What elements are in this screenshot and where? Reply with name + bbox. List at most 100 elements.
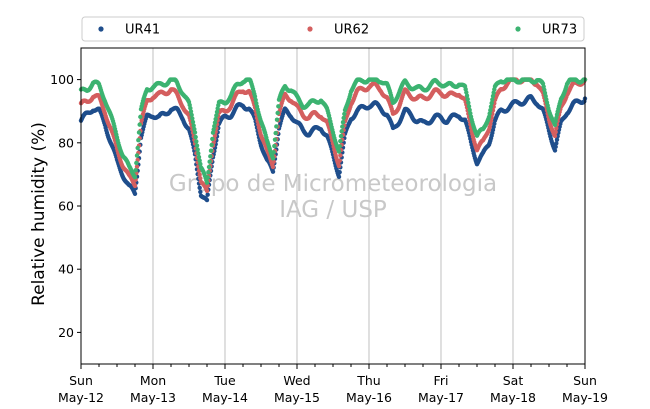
- x-tick-day-7: Sun: [573, 373, 597, 388]
- interp-point: [554, 141, 559, 146]
- data-point: [132, 191, 138, 196]
- interp-point: [134, 153, 140, 158]
- interp-point: [464, 93, 470, 98]
- interp-point: [192, 126, 197, 132]
- data-point: [336, 163, 342, 169]
- y-axis: 20 40 60 80 100: [50, 72, 81, 340]
- interp-point: [337, 169, 342, 175]
- interp-point: [342, 111, 347, 117]
- interp-point: [214, 109, 220, 115]
- data-point: [204, 197, 210, 203]
- interp-point: [341, 115, 346, 121]
- data-point: [204, 188, 210, 194]
- interp-point: [466, 104, 472, 109]
- y-tick-label-80: 80: [58, 135, 74, 150]
- interp-point: [136, 130, 142, 135]
- y-tick-label-20: 20: [58, 325, 74, 340]
- interp-point: [490, 93, 496, 99]
- interp-point: [191, 123, 196, 128]
- interp-point: [271, 159, 276, 165]
- data-point: [270, 164, 276, 170]
- interp-point: [193, 134, 198, 140]
- interp-point: [195, 147, 200, 152]
- interp-point: [213, 116, 218, 122]
- interp-point: [274, 124, 279, 129]
- interp-point: [138, 114, 143, 120]
- interp-point: [190, 116, 195, 121]
- interp-point: [337, 144, 342, 149]
- data-point: [204, 180, 210, 185]
- x-tick-day-1: Mon: [140, 373, 166, 388]
- x-tick-day-0: Sun: [69, 373, 93, 388]
- interp-point: [337, 158, 342, 163]
- data-point: [132, 175, 138, 180]
- interp-point: [198, 161, 203, 167]
- legend-label-UR73: UR73: [542, 23, 577, 38]
- data-point: [486, 114, 492, 120]
- x-tick-date-1: May-13: [130, 390, 176, 405]
- interp-point: [338, 153, 343, 158]
- interp-point: [208, 148, 214, 153]
- interp-point: [553, 129, 558, 135]
- interp-point: [194, 143, 200, 148]
- data-point: [270, 169, 276, 174]
- interp-point: [553, 119, 558, 124]
- data-point: [336, 174, 342, 180]
- interp-point: [136, 138, 141, 143]
- x-tick-date-7: May-19: [562, 390, 608, 405]
- watermark-line-2: IAG / USP: [279, 197, 387, 223]
- interp-point: [212, 120, 218, 125]
- interp-point: [340, 124, 345, 129]
- data-point: [552, 133, 558, 139]
- interp-point: [135, 145, 140, 151]
- interp-point: [197, 172, 202, 177]
- interp-point: [214, 113, 219, 118]
- interp-point: [212, 123, 217, 129]
- interp-point: [467, 107, 472, 113]
- interp-point: [134, 160, 139, 166]
- data-point: [552, 122, 558, 128]
- data-point: [132, 183, 138, 189]
- x-tick-date-6: May-18: [490, 390, 536, 405]
- interp-point: [338, 138, 343, 144]
- interp-point: [490, 97, 495, 102]
- interp-point: [205, 192, 210, 197]
- data-point: [552, 148, 558, 153]
- legend-marker-UR73: [515, 26, 521, 32]
- data-point: [270, 156, 276, 161]
- x-tick-day-2: Tue: [213, 373, 236, 388]
- interp-point: [338, 133, 344, 139]
- y-tick-label-60: 60: [58, 199, 74, 214]
- interp-point: [465, 96, 470, 102]
- interp-point: [198, 176, 203, 181]
- y-tick-label-100: 100: [50, 72, 74, 87]
- interp-point: [464, 90, 469, 95]
- interp-point: [487, 111, 492, 116]
- x-tick-date-0: May-12: [58, 390, 104, 405]
- x-tick-day-4: Thu: [356, 373, 380, 388]
- legend-box: [81, 16, 585, 42]
- x-tick-day-5: Fri: [434, 373, 449, 388]
- interp-point: [188, 105, 193, 111]
- legend-marker-UR41: [98, 26, 104, 32]
- interp-point: [206, 170, 211, 175]
- interp-point: [206, 164, 212, 170]
- interp-point: [196, 151, 201, 156]
- interp-point: [488, 104, 494, 109]
- interp-point: [340, 120, 346, 125]
- interp-point: [205, 175, 210, 180]
- interp-point: [488, 108, 493, 113]
- interp-point: [274, 117, 280, 122]
- legend-marker-UR62: [307, 26, 313, 32]
- data-point: [336, 149, 342, 154]
- data-points: [78, 77, 588, 203]
- data-point: [192, 130, 198, 135]
- x-tick-day-3: Wed: [283, 373, 310, 388]
- interp-point: [215, 106, 220, 111]
- interp-point: [554, 126, 559, 131]
- interp-point: [189, 112, 194, 118]
- interp-point: [194, 139, 199, 144]
- legend-label-UR62: UR62: [334, 23, 369, 38]
- x-tick-date-4: May-16: [346, 390, 392, 405]
- interp-point: [339, 129, 344, 134]
